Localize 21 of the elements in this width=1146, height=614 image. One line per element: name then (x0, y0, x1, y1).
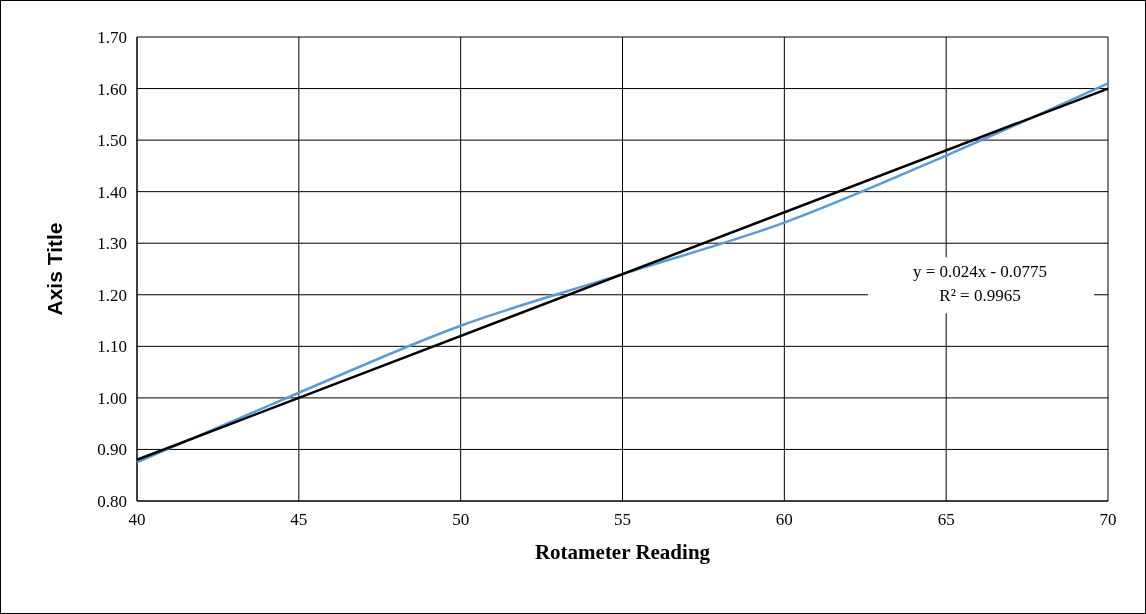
annotation: R² = 0.9965 (939, 286, 1021, 306)
y-tick-label: 1.50 (97, 131, 127, 151)
y-tick-label: 1.30 (97, 234, 127, 254)
x-tick-label: 55 (614, 510, 631, 529)
y-axis-title: Axis Title (43, 222, 66, 316)
y-tick-label: 1.00 (97, 388, 127, 408)
y-tick-label: 1.70 (97, 27, 127, 47)
x-tick-label: 65 (937, 510, 955, 529)
y-tick-label: 1.60 (97, 79, 127, 99)
x-tick-label: 50 (452, 510, 470, 529)
y-tick-label: 0.90 (97, 440, 127, 460)
y-tick-label: 1.20 (97, 285, 127, 305)
x-tick-label: 70 (1099, 510, 1117, 529)
x-axis-title: Rotameter Reading (534, 540, 711, 564)
x-tick-label: 60 (775, 510, 793, 529)
x-tick-label: 45 (290, 510, 308, 529)
y-tick-label: 1.10 (97, 337, 127, 357)
y-tick-label: 1.40 (97, 182, 127, 202)
x-tick-label: 40 (128, 510, 146, 529)
annotation: y = 0.024x - 0.0775 (912, 262, 1048, 282)
y-tick-label: 0.80 (97, 491, 127, 511)
